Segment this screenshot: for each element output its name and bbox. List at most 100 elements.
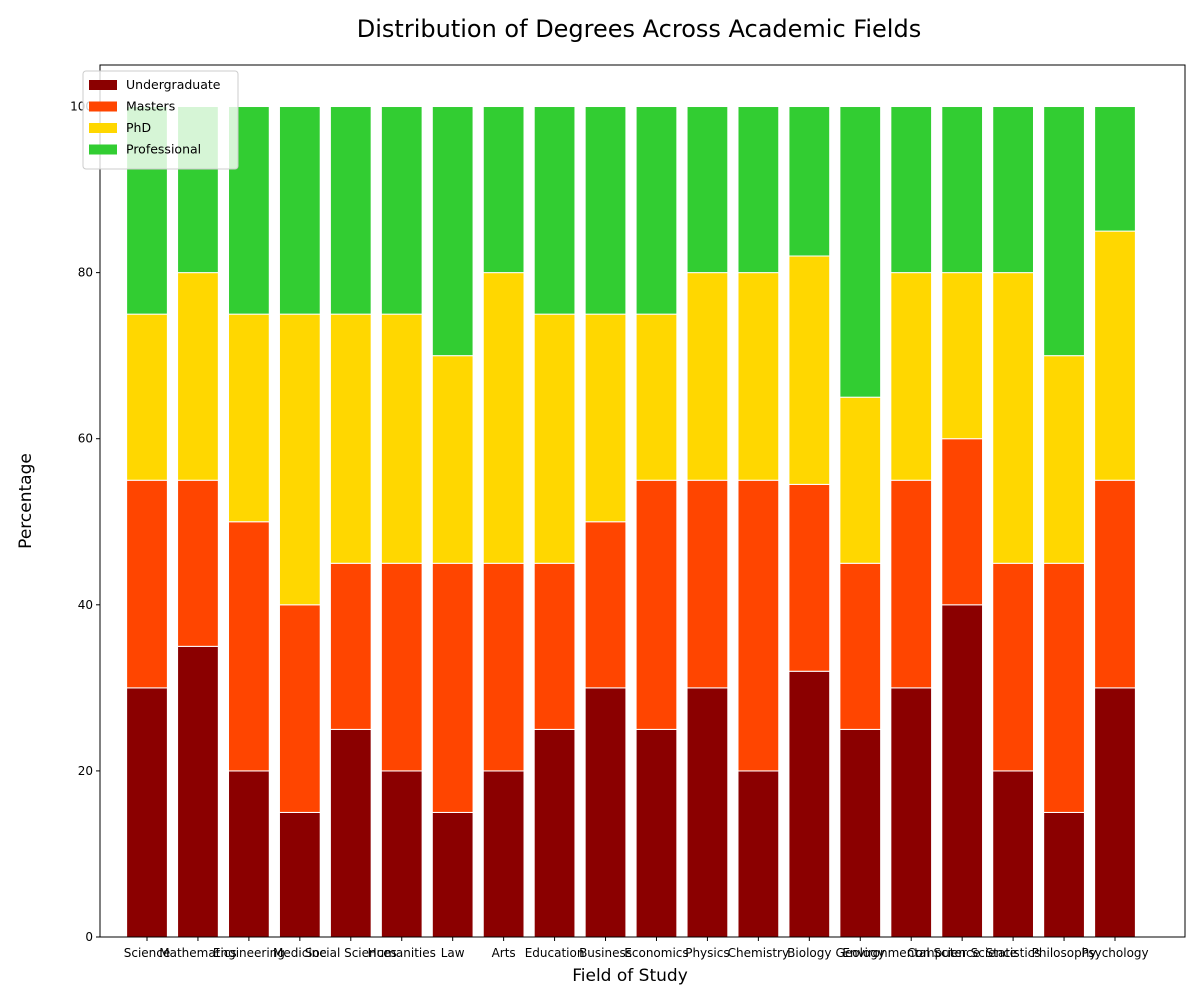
bar-undergraduate-statistics (992, 770, 1034, 938)
legend-label-undergraduate: Undergraduate (126, 77, 221, 92)
bar-professional-law (431, 106, 474, 357)
bar-undergraduate-geology (839, 728, 882, 938)
bar-phd-business (584, 313, 627, 523)
bar-phd-biology (788, 255, 831, 485)
bar-undergraduate-chemistry (737, 770, 780, 938)
bar-undergraduate-psychology (1094, 687, 1136, 938)
legend-swatch-phd (89, 123, 117, 133)
x-tick-label: Education (525, 946, 585, 960)
bar-phd-social-sciences (329, 313, 372, 564)
bar-phd-computer-science (941, 272, 984, 440)
bar-phd-economics (635, 313, 678, 481)
legend-label-phd: PhD (126, 120, 151, 135)
bar-masters-humanities (380, 562, 423, 772)
x-axis-title: Field of Study (572, 966, 688, 986)
bar-professional-psychology (1094, 106, 1136, 232)
bar-masters-social-sciences (329, 562, 372, 730)
x-tick-label: Law (441, 946, 465, 960)
bar-undergraduate-humanities (380, 770, 423, 938)
bar-undergraduate-engineering (228, 770, 270, 938)
bar-undergraduate-environmental-science (890, 687, 933, 938)
bar-professional-economics (635, 106, 678, 315)
bar-masters-statistics (992, 562, 1034, 772)
x-tick-label: Economics (624, 946, 688, 960)
bar-masters-environmental-science (890, 479, 933, 689)
bar-masters-medicine (278, 604, 321, 813)
bar-undergraduate-biology (788, 670, 831, 938)
x-tick-label: Social Sciences (305, 946, 397, 960)
bar-phd-physics (686, 272, 729, 481)
y-tick-label: 20 (78, 764, 93, 778)
bar-professional-business (584, 106, 627, 315)
bar-masters-arts (482, 562, 525, 772)
bar-phd-science (126, 313, 168, 481)
x-tick-label: Computer Science (907, 946, 1017, 960)
bar-masters-physics (686, 479, 729, 689)
plot-frame (99, 64, 1186, 938)
bar-masters-biology (788, 483, 831, 672)
bar-phd-humanities (380, 313, 423, 564)
bar-undergraduate-arts (482, 770, 525, 938)
bars-layer (126, 106, 1136, 938)
x-tick-label: Statistics (986, 946, 1041, 960)
legend-label-masters: Masters (126, 99, 175, 114)
bar-masters-philosophy (1043, 562, 1085, 813)
bar-undergraduate-mathematics (177, 645, 219, 938)
y-axis-title: Percentage (16, 453, 36, 549)
bar-professional-computer-science (941, 106, 984, 274)
bar-professional-environmental-science (890, 106, 933, 274)
bar-masters-economics (635, 479, 678, 730)
bar-professional-social-sciences (329, 106, 372, 315)
chart-title: Distribution of Degrees Across Academic … (357, 15, 921, 43)
bar-phd-statistics (992, 272, 1034, 564)
bar-undergraduate-social-sciences (329, 728, 372, 938)
bar-masters-business (584, 521, 627, 689)
bar-professional-arts (482, 106, 525, 274)
x-tick-label: Arts (492, 946, 516, 960)
x-tick-label: Environmental Science (842, 946, 980, 960)
bar-masters-engineering (228, 521, 270, 772)
bar-phd-law (431, 355, 474, 564)
bar-phd-geology (839, 396, 882, 564)
bar-phd-engineering (228, 313, 270, 523)
x-axis: ScienceMathematicsEngineeringMedicineSoc… (124, 937, 1149, 960)
bar-undergraduate-business (584, 687, 627, 938)
bar-masters-psychology (1094, 479, 1136, 689)
bar-phd-education (533, 313, 576, 564)
x-tick-label: Biology (787, 946, 831, 960)
bar-phd-environmental-science (890, 272, 933, 481)
bar-undergraduate-science (126, 687, 168, 938)
x-tick-label: Engineering (213, 946, 285, 960)
y-tick-label: 40 (78, 598, 93, 612)
y-tick-label: 60 (78, 432, 93, 446)
x-tick-label: Psychology (1081, 946, 1148, 960)
legend-swatch-professional (89, 144, 117, 155)
bar-phd-medicine (278, 313, 321, 606)
x-tick-label: Chemistry (728, 946, 789, 960)
bar-undergraduate-law (431, 811, 474, 938)
legend-box (82, 70, 239, 170)
legend-label-professional: Professional (126, 142, 201, 157)
bar-undergraduate-medicine (278, 811, 321, 938)
bar-professional-humanities (380, 106, 423, 315)
bar-professional-geology (839, 106, 882, 398)
bar-masters-education (533, 562, 576, 730)
x-tick-label: Philosophy (1032, 946, 1097, 960)
x-tick-label: Geology (836, 946, 885, 960)
y-tick-label: 0 (85, 930, 93, 944)
bar-professional-chemistry (737, 106, 780, 274)
bar-masters-geology (839, 562, 882, 730)
bar-masters-science (126, 479, 168, 689)
bar-undergraduate-computer-science (941, 604, 984, 938)
bar-masters-computer-science (941, 438, 984, 606)
x-tick-label: Humanities (368, 946, 436, 960)
legend-swatch-undergraduate (89, 80, 117, 90)
bar-professional-medicine (278, 106, 321, 315)
bar-undergraduate-education (533, 728, 576, 938)
bar-professional-physics (686, 106, 729, 274)
bar-phd-philosophy (1043, 355, 1085, 564)
bar-professional-statistics (992, 106, 1034, 274)
